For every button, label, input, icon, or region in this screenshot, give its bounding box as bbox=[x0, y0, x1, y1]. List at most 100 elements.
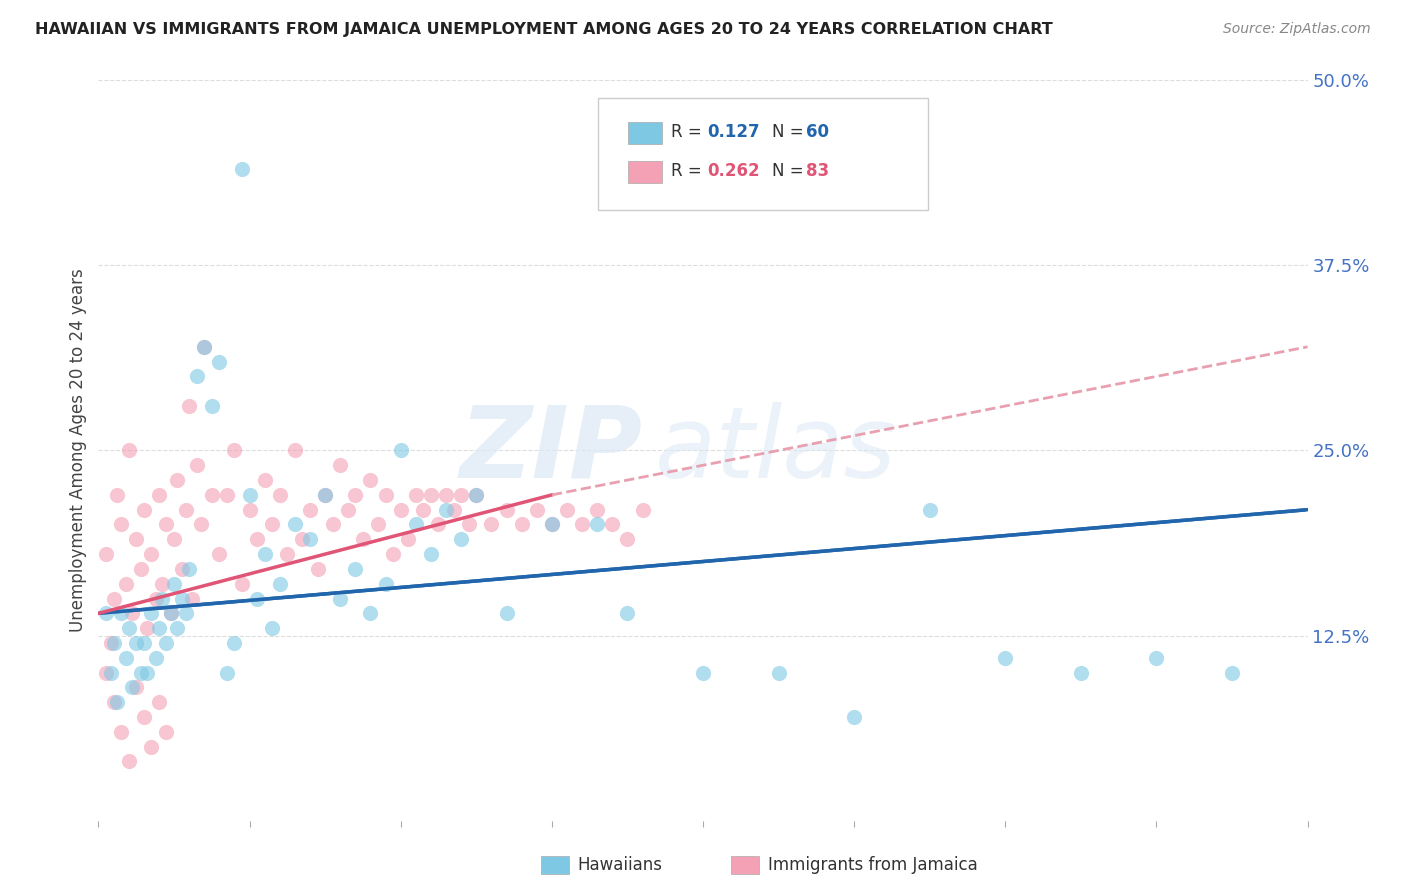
Point bbox=[132, 710, 155, 724]
Point bbox=[110, 724, 132, 739]
Point bbox=[135, 665, 157, 680]
Point bbox=[571, 517, 593, 532]
Point bbox=[1144, 650, 1167, 665]
Point bbox=[434, 488, 457, 502]
Point bbox=[181, 591, 204, 606]
Point bbox=[314, 488, 336, 502]
Point bbox=[94, 547, 117, 561]
Point bbox=[193, 340, 215, 354]
Text: Source: ZipAtlas.com: Source: ZipAtlas.com bbox=[1223, 22, 1371, 37]
Point bbox=[994, 650, 1017, 665]
Point bbox=[231, 162, 253, 177]
Point bbox=[389, 443, 412, 458]
Point bbox=[434, 502, 457, 516]
Point bbox=[329, 591, 352, 606]
Point bbox=[526, 502, 548, 516]
Point bbox=[284, 443, 307, 458]
Point bbox=[314, 488, 336, 502]
Point bbox=[291, 533, 314, 547]
Point bbox=[844, 710, 866, 724]
Point bbox=[163, 576, 186, 591]
Point bbox=[103, 636, 125, 650]
Point bbox=[132, 636, 155, 650]
Point bbox=[208, 354, 231, 368]
Point bbox=[382, 547, 405, 561]
Point bbox=[555, 502, 578, 516]
Point bbox=[299, 502, 322, 516]
Point bbox=[420, 547, 443, 561]
Point bbox=[118, 443, 141, 458]
Point bbox=[481, 517, 503, 532]
Text: 0.127: 0.127 bbox=[707, 123, 759, 141]
Point bbox=[193, 340, 215, 354]
Point bbox=[329, 458, 352, 473]
Point bbox=[174, 502, 197, 516]
Point bbox=[166, 621, 188, 635]
Point bbox=[540, 517, 562, 532]
Point bbox=[374, 576, 396, 591]
Point bbox=[94, 607, 117, 621]
Point bbox=[129, 665, 152, 680]
Point bbox=[262, 517, 284, 532]
Point bbox=[155, 517, 177, 532]
Point bbox=[631, 502, 654, 516]
Point bbox=[405, 488, 427, 502]
Point bbox=[495, 502, 517, 516]
Text: N =: N = bbox=[772, 162, 808, 180]
Point bbox=[215, 665, 238, 680]
Point bbox=[208, 547, 231, 561]
Point bbox=[170, 591, 193, 606]
Point bbox=[253, 547, 276, 561]
Text: ZIP: ZIP bbox=[460, 402, 643, 499]
Point bbox=[239, 502, 262, 516]
Point bbox=[443, 502, 465, 516]
Point bbox=[170, 562, 193, 576]
Point bbox=[110, 607, 132, 621]
Point bbox=[405, 517, 427, 532]
Point bbox=[103, 591, 125, 606]
Point bbox=[190, 517, 212, 532]
Point bbox=[186, 458, 208, 473]
Point bbox=[465, 488, 488, 502]
Point bbox=[121, 681, 143, 695]
Point bbox=[118, 621, 141, 635]
Point bbox=[465, 488, 488, 502]
Point bbox=[148, 695, 170, 709]
Text: 0.262: 0.262 bbox=[707, 162, 759, 180]
Point bbox=[299, 533, 322, 547]
Point bbox=[110, 517, 132, 532]
Point bbox=[540, 517, 562, 532]
Text: N =: N = bbox=[772, 123, 808, 141]
Point bbox=[125, 533, 148, 547]
Point bbox=[155, 724, 177, 739]
Point bbox=[160, 607, 183, 621]
Point bbox=[150, 591, 173, 606]
Point bbox=[586, 517, 609, 532]
Point bbox=[360, 473, 382, 487]
Point bbox=[105, 695, 128, 709]
Point bbox=[616, 607, 638, 621]
Point bbox=[141, 739, 163, 754]
Point bbox=[322, 517, 344, 532]
Text: atlas: atlas bbox=[655, 402, 896, 499]
Point bbox=[768, 665, 790, 680]
Point bbox=[145, 650, 167, 665]
Point bbox=[148, 488, 170, 502]
Point bbox=[269, 488, 291, 502]
Point bbox=[160, 607, 183, 621]
Point bbox=[284, 517, 307, 532]
Point bbox=[121, 607, 143, 621]
Text: 60: 60 bbox=[806, 123, 828, 141]
Point bbox=[224, 443, 246, 458]
Point bbox=[602, 517, 624, 532]
Text: 83: 83 bbox=[806, 162, 828, 180]
Point bbox=[586, 502, 609, 516]
Point bbox=[94, 665, 117, 680]
Text: R =: R = bbox=[671, 123, 707, 141]
Point bbox=[125, 681, 148, 695]
Point bbox=[450, 533, 472, 547]
Point bbox=[100, 636, 122, 650]
Text: HAWAIIAN VS IMMIGRANTS FROM JAMAICA UNEMPLOYMENT AMONG AGES 20 TO 24 YEARS CORRE: HAWAIIAN VS IMMIGRANTS FROM JAMAICA UNEM… bbox=[35, 22, 1053, 37]
Point bbox=[215, 488, 238, 502]
Point bbox=[450, 488, 472, 502]
